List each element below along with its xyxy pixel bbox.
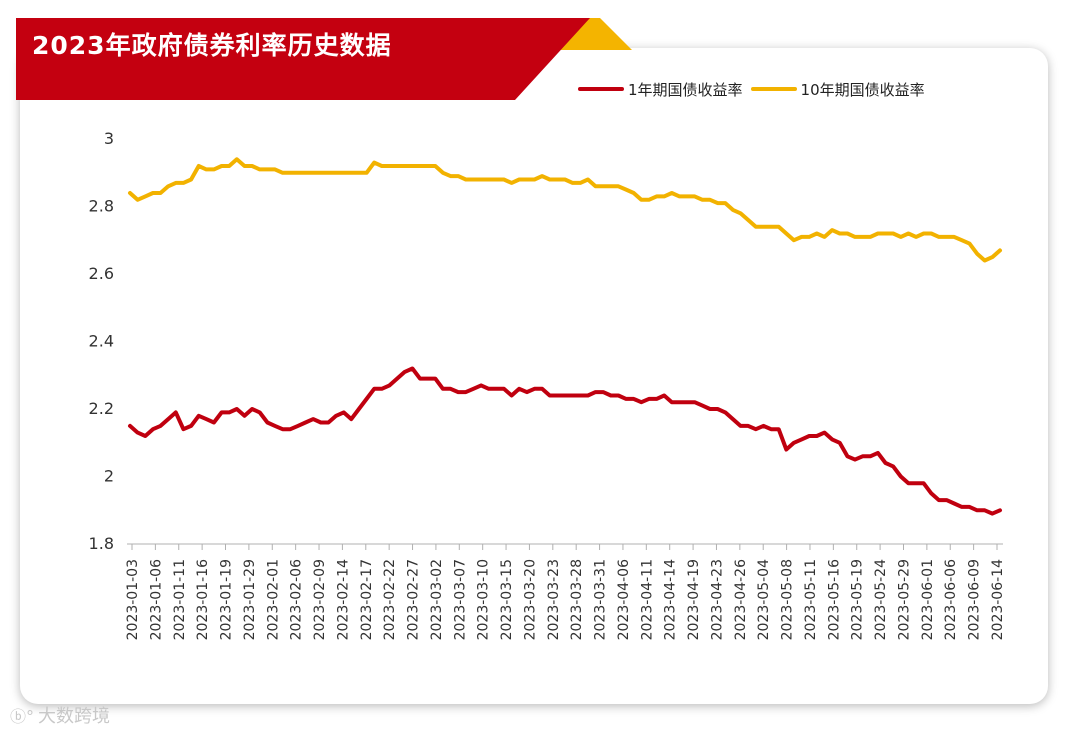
x-tick-label: 2023-05-16 <box>826 559 842 640</box>
x-tick-label: 2023-02-14 <box>335 559 351 640</box>
x-tick-label: 2023-02-22 <box>382 559 398 640</box>
y-tick-label: 2.2 <box>89 399 114 418</box>
x-tick-label: 2023-06-06 <box>943 559 959 640</box>
x-tick-label: 2023-02-17 <box>359 559 375 640</box>
legend-swatch-10y <box>750 87 797 91</box>
x-tick-label: 2023-03-31 <box>593 559 609 640</box>
x-tick-label: 2023-03-28 <box>569 559 585 640</box>
x-tick-label: 2023-01-06 <box>148 559 164 640</box>
y-tick-label: 2.6 <box>89 264 114 283</box>
legend-label-1y: 1年期国债收益率 <box>628 80 743 99</box>
x-tick-label: 2023-05-04 <box>756 559 772 640</box>
y-tick-label: 2 <box>104 467 114 486</box>
y-tick-label: 1.8 <box>89 534 114 553</box>
x-tick-label: 2023-02-09 <box>312 559 328 640</box>
x-tick-label: 2023-06-01 <box>920 559 936 640</box>
x-tick-label: 2023-01-29 <box>242 559 258 640</box>
x-tick-label: 2023-04-23 <box>709 559 725 640</box>
x-tick-label: 2023-04-06 <box>616 559 632 640</box>
x-tick-label: 2023-05-08 <box>780 559 796 640</box>
x-tick-label: 2023-02-06 <box>289 559 305 640</box>
x-tick-label: 2023-01-11 <box>172 559 188 640</box>
title-banner-shape <box>16 18 590 100</box>
x-tick-label: 2023-04-26 <box>733 559 749 640</box>
x-tick-label: 2023-02-27 <box>406 559 422 640</box>
x-tick-label: 2023-02-01 <box>265 559 281 640</box>
x-tick-label: 2023-04-19 <box>686 559 702 640</box>
x-tick-label: 2023-03-23 <box>546 559 562 640</box>
y-tick-label: 3 <box>104 129 114 148</box>
x-tick-label: 2023-03-20 <box>522 559 538 640</box>
legend-label-10y: 10年期国债收益率 <box>800 80 925 99</box>
x-tick-label: 2023-04-11 <box>639 559 655 640</box>
x-tick-label: 2023-01-19 <box>219 559 235 640</box>
title-banner <box>16 18 632 100</box>
x-tick-label: 2023-05-29 <box>896 559 912 640</box>
x-tick-label: 2023-05-24 <box>873 559 889 640</box>
legend-item-10y: 10年期国债收益率 <box>750 79 925 100</box>
x-tick-label: 2023-01-03 <box>125 559 141 640</box>
y-tick-label: 2.4 <box>89 332 114 351</box>
x-tick-label: 2023-01-16 <box>195 559 211 640</box>
x-tick-label: 2023-03-15 <box>499 559 515 640</box>
watermark-text: 大数跨境 <box>38 706 111 727</box>
series-line-10y <box>128 157 1002 263</box>
series-line-1y <box>128 366 1002 516</box>
x-tick-label: 2023-05-11 <box>803 559 819 640</box>
chart-title: 2023年政府债券利率历史数据 <box>32 31 392 60</box>
x-tick-label: 2023-04-14 <box>663 559 679 640</box>
x-tick-label: 2023-06-09 <box>967 559 983 640</box>
x-tick-label: 2023-03-07 <box>452 559 468 640</box>
chart-card <box>20 48 1048 704</box>
x-tick-label: 2023-06-14 <box>990 559 1006 640</box>
watermark: ⓑ° 大数跨境 <box>10 702 110 728</box>
x-tick-label: 2023-05-19 <box>850 559 866 640</box>
x-tick-label: 2023-03-02 <box>429 559 445 640</box>
legend-item-1y: 1年期国债收益率 <box>578 79 743 100</box>
y-tick-label: 2.8 <box>89 197 114 216</box>
legend: 1年期国债收益率 10年期国债收益率 <box>578 78 933 100</box>
x-tick-label: 2023-03-10 <box>476 559 492 640</box>
watermark-logo-icon: ⓑ° <box>10 707 35 726</box>
legend-swatch-1y <box>578 87 624 91</box>
